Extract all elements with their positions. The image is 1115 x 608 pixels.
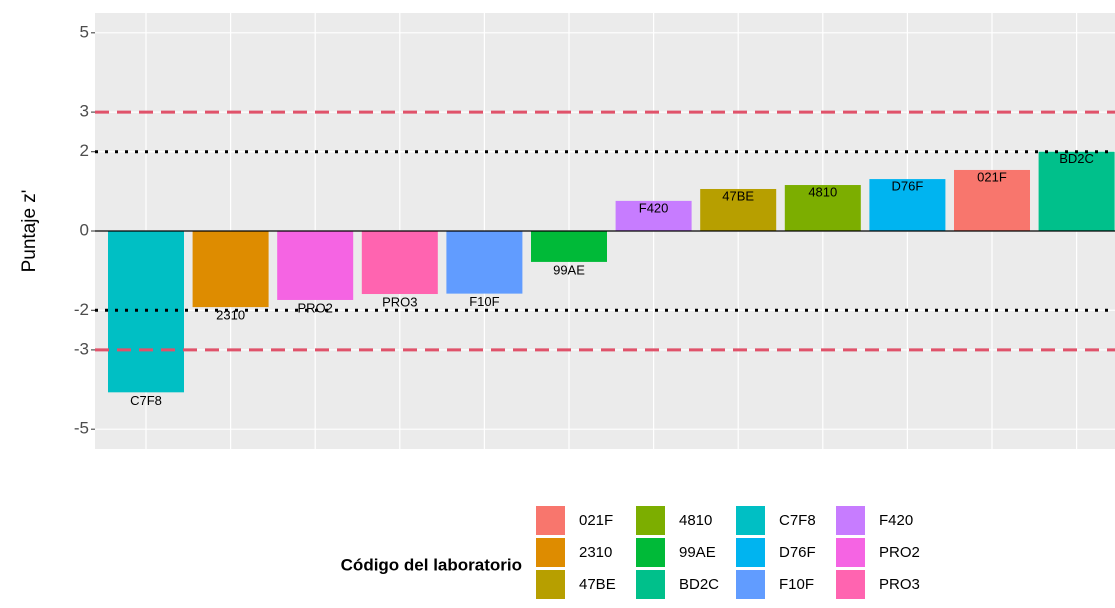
- legend-label: 021F: [579, 512, 613, 529]
- legend-label: 99AE: [679, 544, 716, 561]
- bar: [1038, 151, 1115, 231]
- legend-label: C7F8: [779, 512, 816, 529]
- legend-key: [736, 506, 765, 535]
- legend-key: [836, 506, 865, 535]
- bar-label: F10F: [469, 294, 499, 309]
- legend-label: F420: [879, 512, 913, 529]
- y-tick-label: 0: [80, 220, 89, 239]
- bar-label: 47BE: [722, 188, 754, 203]
- bar: [700, 188, 777, 231]
- legend-key: [836, 538, 865, 567]
- legend-key: [536, 538, 565, 567]
- legend-label: 2310: [579, 544, 612, 561]
- legend-key: [736, 538, 765, 567]
- legend-key: [836, 570, 865, 599]
- bar-label: 021F: [977, 169, 1007, 184]
- bar-label: PRO2: [297, 300, 332, 315]
- y-tick-label: -5: [74, 419, 89, 438]
- legend-key: [636, 538, 665, 567]
- bar: [784, 185, 861, 231]
- y-tick-label: -2: [74, 300, 89, 319]
- bar: [954, 169, 1030, 231]
- bar-label: BD2C: [1059, 151, 1094, 166]
- bar: [361, 231, 438, 295]
- bar-label: 4810: [808, 184, 837, 199]
- legend-key: [536, 506, 565, 535]
- bar: [446, 231, 523, 294]
- y-tick-label: -3: [74, 339, 89, 358]
- bar-label: 99AE: [553, 262, 585, 277]
- bar: [277, 231, 354, 300]
- bar: [869, 179, 946, 231]
- y-tick-label: 3: [80, 102, 89, 121]
- y-axis-label: Puntaje z': [19, 190, 40, 273]
- y-tick-label: 5: [80, 22, 89, 41]
- legend-key: [636, 570, 665, 599]
- legend-label: D76F: [779, 544, 816, 561]
- legend-label: BD2C: [679, 576, 719, 593]
- bar: [192, 231, 269, 308]
- bar-label: F420: [639, 200, 669, 215]
- bar: [531, 231, 607, 262]
- y-tick-label: 2: [80, 141, 89, 160]
- bar-label: C7F8: [130, 393, 162, 408]
- legend-key: [736, 570, 765, 599]
- legend-key: [536, 570, 565, 599]
- bar-label: PRO3: [382, 294, 417, 309]
- legend-title: Código del laboratorio: [341, 555, 522, 574]
- bar: [615, 200, 692, 231]
- legend-label: PRO2: [879, 544, 920, 561]
- legend-label: PRO3: [879, 576, 920, 593]
- legend-label: 47BE: [579, 576, 616, 593]
- bar-label: D76F: [892, 179, 924, 194]
- legend-key: [636, 506, 665, 535]
- bar-label: 2310: [216, 308, 245, 323]
- legend-label: F10F: [779, 576, 814, 593]
- legend-label: 4810: [679, 512, 712, 529]
